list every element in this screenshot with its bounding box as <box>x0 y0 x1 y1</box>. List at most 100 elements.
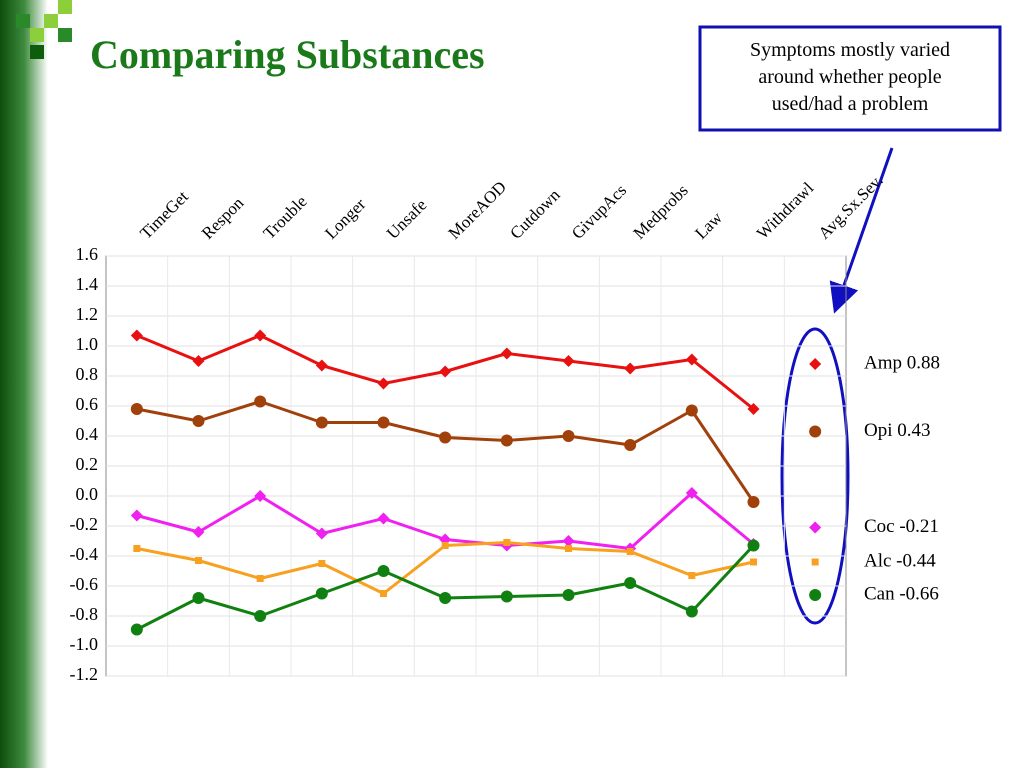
line-segment <box>382 544 447 595</box>
legend-label: Opi 0.43 <box>864 420 931 441</box>
point <box>130 623 143 636</box>
line-segment <box>506 541 569 550</box>
point <box>192 355 205 367</box>
point <box>811 558 819 566</box>
line-segment <box>259 494 323 535</box>
point <box>130 509 143 522</box>
y-tick-label: -1.2 <box>70 664 99 684</box>
point <box>809 589 822 601</box>
x-tick-label: GivupAcs <box>568 181 630 243</box>
x-tick-label: Respon <box>198 193 248 243</box>
y-tick-label: 1.2 <box>76 304 99 324</box>
line-segment <box>136 334 200 363</box>
line-segment <box>568 434 631 447</box>
line-segment <box>629 491 693 550</box>
point <box>685 353 698 366</box>
point <box>254 490 267 502</box>
point <box>626 548 634 555</box>
line-segment <box>198 596 261 618</box>
callout-text: around whether people <box>758 66 941 88</box>
line-segment <box>568 359 631 370</box>
point <box>256 575 264 582</box>
point <box>315 359 328 372</box>
line-segment <box>197 334 261 363</box>
line-segment <box>444 352 508 373</box>
x-tick-label: Medprobs <box>630 181 692 243</box>
line-segment <box>690 491 755 546</box>
point <box>318 560 326 567</box>
side-strip <box>0 0 48 768</box>
line-segment <box>321 569 385 595</box>
line-segment <box>629 581 693 613</box>
callout-text: used/had a problem <box>772 93 929 115</box>
point <box>500 590 513 603</box>
line-segment <box>506 434 569 442</box>
line-segment <box>445 436 507 442</box>
y-tick-label: 1.0 <box>76 334 99 354</box>
line-segment <box>136 547 199 562</box>
callout-arrow <box>829 147 894 314</box>
point <box>747 403 760 415</box>
point <box>254 329 267 342</box>
point <box>377 512 390 525</box>
y-tick-label: -0.4 <box>70 544 99 564</box>
line-segment <box>690 544 755 613</box>
line-segment <box>259 334 323 367</box>
point <box>254 610 267 622</box>
logo <box>16 0 72 59</box>
legend-label: Can -0.66 <box>864 583 939 604</box>
line-segment <box>690 409 755 503</box>
line-segment <box>321 517 384 535</box>
slide-title: Comparing Substances <box>90 32 485 77</box>
line-segment <box>629 409 693 447</box>
line-segment <box>259 592 323 618</box>
line-segment <box>321 562 385 595</box>
y-tick-label: 0.0 <box>76 484 99 504</box>
point <box>377 416 390 429</box>
line-segment <box>136 407 199 423</box>
point <box>685 605 698 618</box>
point <box>809 425 822 438</box>
legend-label: Alc -0.44 <box>864 550 936 571</box>
legend-label: Amp 0.88 <box>864 352 940 373</box>
point <box>315 527 328 540</box>
callout-box <box>698 25 1002 132</box>
callout-text: Symptoms mostly varied <box>750 39 950 61</box>
y-tick-label: -0.2 <box>70 514 99 534</box>
line-segment <box>321 364 384 385</box>
line-segment <box>506 593 569 598</box>
point <box>565 545 572 552</box>
y-tick-label: 1.6 <box>76 244 99 264</box>
y-tick-label: 0.2 <box>76 454 99 474</box>
point <box>809 358 822 370</box>
line-segment <box>568 547 631 553</box>
y-tick-label: 1.4 <box>76 274 99 294</box>
point <box>688 572 696 579</box>
x-tick-label: Unsafe <box>383 195 430 242</box>
line-segment <box>691 560 754 577</box>
point <box>750 558 757 566</box>
x-tick-label: Cutdown <box>506 185 564 243</box>
x-tick-label: Trouble <box>260 192 311 243</box>
point <box>503 539 511 546</box>
x-tick-label: Avg.Sx.Sev. <box>815 171 887 243</box>
point <box>315 587 328 600</box>
point <box>192 415 205 427</box>
line-segment <box>136 514 199 534</box>
legend-label: Coc -0.21 <box>864 516 939 537</box>
point <box>685 487 698 499</box>
line-segment <box>445 541 507 547</box>
line-segment <box>136 596 200 631</box>
point <box>441 542 449 549</box>
point <box>439 431 452 444</box>
point <box>562 430 575 442</box>
point <box>809 521 822 534</box>
point <box>562 589 575 601</box>
x-tick-label: Law <box>691 208 726 243</box>
point <box>624 439 637 451</box>
point <box>254 395 267 408</box>
line-segment <box>383 421 446 439</box>
point <box>377 565 390 577</box>
x-tick-label: Withdrawl <box>753 178 818 243</box>
line-segment <box>383 517 446 541</box>
